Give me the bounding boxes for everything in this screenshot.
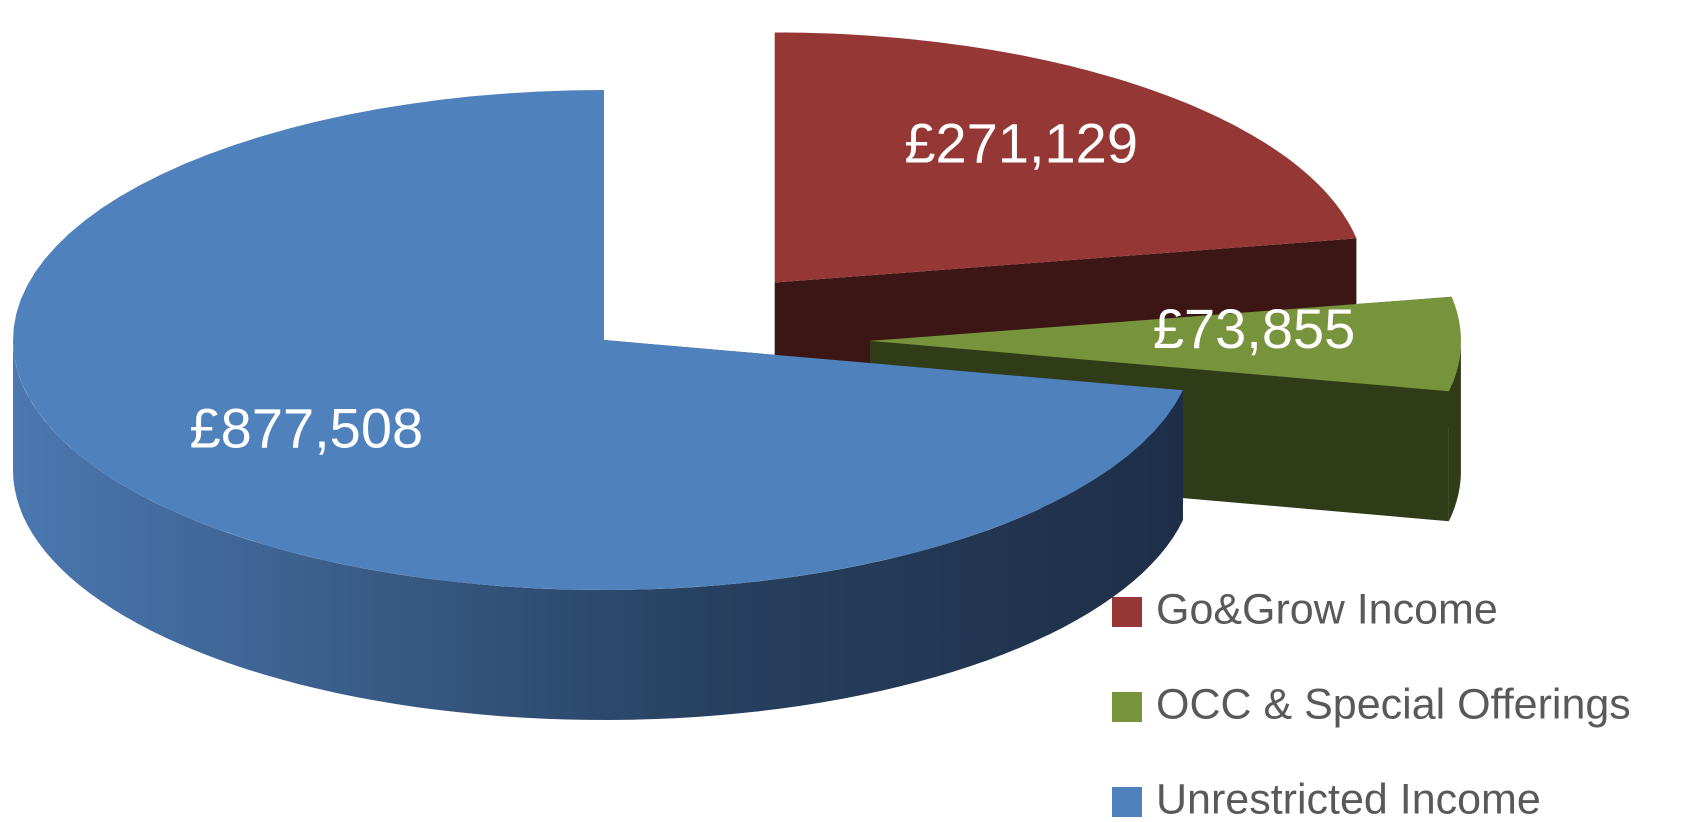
value-label: £877,508: [190, 397, 424, 460]
legend-label: Unrestricted Income: [1156, 775, 1541, 822]
legend-swatch: [1112, 597, 1142, 627]
value-label: £271,129: [904, 112, 1138, 175]
slice-side: [1448, 340, 1461, 522]
legend-label: Go&Grow Income: [1156, 585, 1498, 633]
slice: [13, 90, 1183, 720]
legend-label: OCC & Special Offerings: [1156, 680, 1631, 728]
slice: [13, 90, 1183, 590]
legend-swatch: [1112, 692, 1142, 722]
slice: [774, 32, 1357, 283]
value-label: £73,855: [1153, 297, 1355, 360]
slice: [869, 296, 1461, 392]
legend-swatch: [1112, 787, 1142, 817]
slice-side: [13, 340, 1183, 720]
